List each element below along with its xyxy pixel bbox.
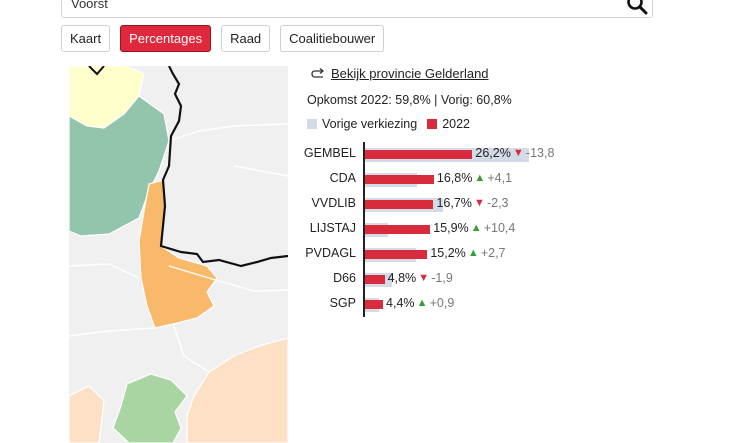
search-field[interactable]: Voorst <box>61 0 653 18</box>
legend-swatch-current <box>427 119 438 129</box>
map-region-green <box>69 95 170 237</box>
bar-row: GEMBEL 26,2% ▼ -13,8 <box>300 142 620 167</box>
arrow-down-icon: ▼ <box>473 197 485 209</box>
value-label: 4,4% <box>386 296 415 310</box>
arrow-up-icon: ▲ <box>474 172 486 184</box>
current-bar <box>365 250 428 259</box>
search-input-value[interactable]: Voorst <box>71 0 108 11</box>
map-region-lightgreen <box>112 373 188 443</box>
party-label: SGP <box>329 296 356 310</box>
view-tabs: Kaart Percentages Raad Coalitiebouwer <box>61 25 385 52</box>
value-label: 16,8% <box>436 171 473 185</box>
bar-row: PVDAGL 15,2% ▲ +2,7 <box>300 242 620 267</box>
change-label: +0,9 <box>429 296 455 310</box>
back-arrow-icon <box>311 67 325 78</box>
arrow-down-icon: ▼ <box>512 147 524 159</box>
arrow-up-icon: ▲ <box>470 222 482 234</box>
current-bar <box>365 150 473 159</box>
change-label: -1,9 <box>431 271 453 285</box>
current-bar <box>365 200 434 209</box>
party-label: GEMBEL <box>303 146 356 160</box>
current-bar <box>365 175 434 184</box>
tab-kaart[interactable]: Kaart <box>61 25 111 52</box>
arrow-down-icon: ▼ <box>418 272 430 284</box>
value-label: 15,9% <box>433 221 469 235</box>
bar-row: VVDLIB 16,7% ▼ -2,3 <box>300 192 620 217</box>
bar-row: D66 4,8% ▼ -1,9 <box>300 267 620 292</box>
bar-row: SGP 4,4% ▲ +0,9 <box>300 292 620 317</box>
province-link[interactable]: Bekijk provincie Gelderland <box>311 66 489 81</box>
map-region-peach-left <box>69 385 105 443</box>
search-icon[interactable] <box>626 0 648 15</box>
results-bar-chart: GEMBEL 26,2% ▼ -13,8 CDA 16,8% ▲ +4,1 VVDLIB 16,7… <box>300 142 620 318</box>
bar-row: CDA 16,8% ▲ +4,1 <box>300 167 620 192</box>
map-region-peach-right <box>186 337 288 443</box>
value-label: 26,2% <box>475 146 511 160</box>
party-label: LIJSTAJ <box>309 221 356 235</box>
current-bar <box>365 275 385 284</box>
party-label: D66 <box>333 271 356 285</box>
tab-raad[interactable]: Raad <box>221 25 271 52</box>
legend-label-previous: Vorige verkiezing <box>322 117 418 131</box>
change-label: +2,7 <box>480 246 506 260</box>
change-label: +4,1 <box>487 171 513 185</box>
legend-swatch-previous <box>307 119 317 129</box>
arrow-up-icon: ▲ <box>416 297 428 309</box>
turnout-text: Opkomst 2022: 59,8% | Vorig: 60,8% <box>307 93 512 107</box>
chart-legend: Vorige verkiezing 2022 <box>307 117 470 131</box>
value-label: 15,2% <box>430 246 466 260</box>
tab-coalitiebouwer[interactable]: Coalitiebouwer <box>280 25 385 52</box>
province-link-label[interactable]: Bekijk provincie Gelderland <box>331 66 489 81</box>
current-bar <box>365 300 384 309</box>
chart-axis-line <box>363 142 365 317</box>
change-label: -2,3 <box>486 196 509 210</box>
change-label: +10,4 <box>483 221 516 235</box>
arrow-up-icon: ▲ <box>467 247 479 259</box>
province-border <box>159 66 288 268</box>
change-label: -13,8 <box>525 146 555 160</box>
party-label: VVDLIB <box>311 196 356 210</box>
municipality-map[interactable] <box>69 66 288 443</box>
value-label: 16,7% <box>436 196 472 210</box>
bar-row: LIJSTAJ 15,9% ▲ +10,4 <box>300 217 620 242</box>
legend-label-current: 2022 <box>442 117 471 131</box>
party-label: CDA <box>329 171 356 185</box>
current-bar <box>365 225 431 234</box>
tab-percentages[interactable]: Percentages <box>120 25 212 52</box>
value-label: 4,8% <box>387 271 417 285</box>
party-label: PVDAGL <box>305 246 356 260</box>
